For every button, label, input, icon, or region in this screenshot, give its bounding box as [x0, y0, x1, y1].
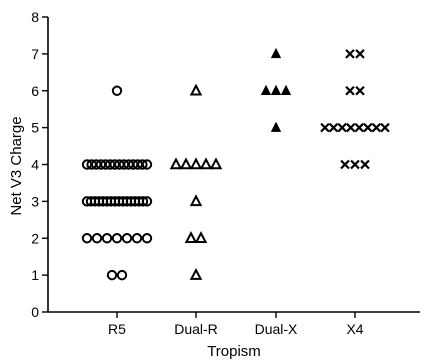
data-point: [189, 267, 203, 280]
y-tick-label: 3: [31, 193, 39, 209]
data-point: [345, 122, 356, 133]
data-point: [360, 159, 370, 170]
data-point: [345, 49, 355, 59]
x-tick-label: Dual-R: [174, 321, 218, 337]
y-tick-label: 7: [31, 46, 39, 62]
x-axis-label: Tropism: [207, 343, 261, 360]
y-tick-label: 2: [31, 230, 39, 246]
x-tick-label: R5: [108, 321, 126, 337]
data-point: [169, 157, 183, 170]
data-point: [340, 159, 350, 170]
data-point: [189, 83, 203, 96]
y-tick-label: 4: [31, 157, 39, 173]
data-point: [189, 157, 203, 170]
data-point: [111, 85, 123, 96]
data-point: [354, 122, 365, 133]
x-tick-label: Dual-X: [255, 321, 298, 337]
data-point: [345, 85, 355, 96]
data-point: [355, 85, 365, 96]
y-tick-label: 6: [31, 83, 39, 99]
data-point: [91, 233, 103, 244]
data-point: [141, 159, 153, 170]
y-tick-label: 5: [31, 120, 39, 136]
data-point: [380, 122, 390, 133]
data-point: [199, 157, 213, 170]
data-point: [121, 233, 133, 244]
y-tick-label: 1: [31, 267, 39, 283]
data-point: [131, 233, 143, 244]
x-tick-label: X4: [346, 321, 363, 337]
data-point: [270, 84, 282, 95]
data-point: [137, 196, 149, 207]
data-point: [141, 233, 153, 244]
data-point: [116, 269, 128, 281]
data-point: [270, 47, 282, 59]
data-point: [141, 196, 153, 207]
data-point: [101, 233, 113, 244]
data-point: [363, 122, 373, 133]
data-point: [355, 49, 365, 59]
data-point: [320, 122, 330, 133]
data-point: [179, 157, 193, 170]
data-point: [209, 157, 223, 170]
data-point: [328, 122, 339, 133]
data-points: [81, 47, 390, 281]
data-point: [81, 233, 93, 244]
data-point: [106, 269, 118, 281]
data-point: [371, 122, 382, 133]
y-axis: 0 1 2 3 4 5 6 7 8: [31, 9, 49, 320]
y-tick-label: 8: [31, 9, 39, 25]
x-axis: R5 Dual-R Dual-X X4: [48, 311, 420, 337]
data-point: [337, 122, 347, 133]
data-point: [280, 84, 292, 95]
data-point: [189, 194, 203, 207]
data-point: [137, 159, 148, 170]
y-axis-label: Net V3 Charge: [8, 116, 25, 215]
data-point: [270, 121, 282, 132]
y-tick-label: 0: [31, 304, 39, 320]
data-point: [111, 233, 123, 244]
data-point: [184, 231, 198, 244]
data-point: [260, 84, 272, 95]
data-point: [350, 159, 360, 170]
data-point: [194, 231, 208, 244]
